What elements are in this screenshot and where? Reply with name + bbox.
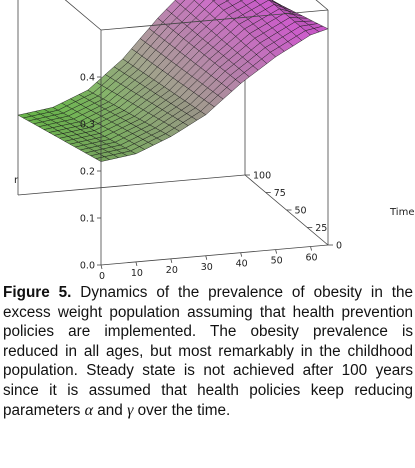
- box-edge: [64, 0, 102, 31]
- box-edge: [100, 244, 329, 266]
- gamma-symbol: γ: [127, 401, 134, 419]
- x-tick-label: 60: [305, 253, 317, 264]
- time-tick-label: 0: [336, 241, 342, 252]
- time-tick-label: 25: [315, 223, 327, 234]
- x-tick-label: 30: [201, 262, 213, 273]
- surface-patch: [313, 25, 329, 33]
- time-axis-label: Time: [389, 207, 414, 218]
- box-edge: [100, 9, 329, 31]
- x-tick-mark: [205, 255, 208, 260]
- box-edge: [17, 174, 246, 196]
- x-axis-ticks: 0 10 20 30 40 50 60: [99, 246, 318, 282]
- z-axis-label: r: [14, 175, 19, 186]
- caption-text: Dynamics of the prevalence of obesity in…: [3, 284, 413, 419]
- z-tick-label: 0.3: [80, 120, 95, 131]
- x-tick-mark: [275, 249, 278, 254]
- x-tick-mark: [100, 264, 103, 270]
- z-tick-label: 0.1: [80, 214, 95, 225]
- time-tick-label: 75: [274, 188, 286, 199]
- time-tick-label: 50: [295, 206, 307, 217]
- figure-caption: Figure 5. Dynamics of the prevalence of …: [3, 283, 413, 420]
- x-tick-label: 40: [236, 259, 248, 270]
- x-tick-mark: [240, 252, 243, 257]
- x-tick-mark: [310, 246, 312, 251]
- x-tick-label: 0: [99, 271, 105, 282]
- z-tick-label: 0.4: [80, 73, 95, 84]
- caption-text-end: over the time.: [133, 401, 231, 419]
- surface-patch: [174, 0, 186, 5]
- caption-and: and: [93, 401, 128, 419]
- x-tick-label: 20: [166, 265, 178, 276]
- z-axis-ticks: 0.0 0.1 0.2 0.3 0.4: [80, 73, 101, 272]
- surface-patch: [193, 0, 205, 6]
- z-tick-label: 0.0: [80, 261, 95, 272]
- bounding-box-front: [64, 0, 329, 266]
- x-tick-mark: [170, 258, 173, 263]
- time-tick-label: 100: [253, 171, 271, 182]
- x-tick-label: 50: [271, 256, 283, 267]
- surface-mesh: [17, 0, 329, 162]
- surface-plot: 0.0 0.1 0.2 0.3 0.4 0 10 20 30 40 50 60 0 25 50 75100…: [14, 0, 414, 282]
- z-tick-label: 0.2: [80, 167, 95, 178]
- x-tick-label: 10: [131, 268, 143, 279]
- alpha-symbol: α: [84, 401, 94, 419]
- figure-label: Figure 5.: [3, 284, 72, 301]
- x-tick-mark: [135, 261, 138, 267]
